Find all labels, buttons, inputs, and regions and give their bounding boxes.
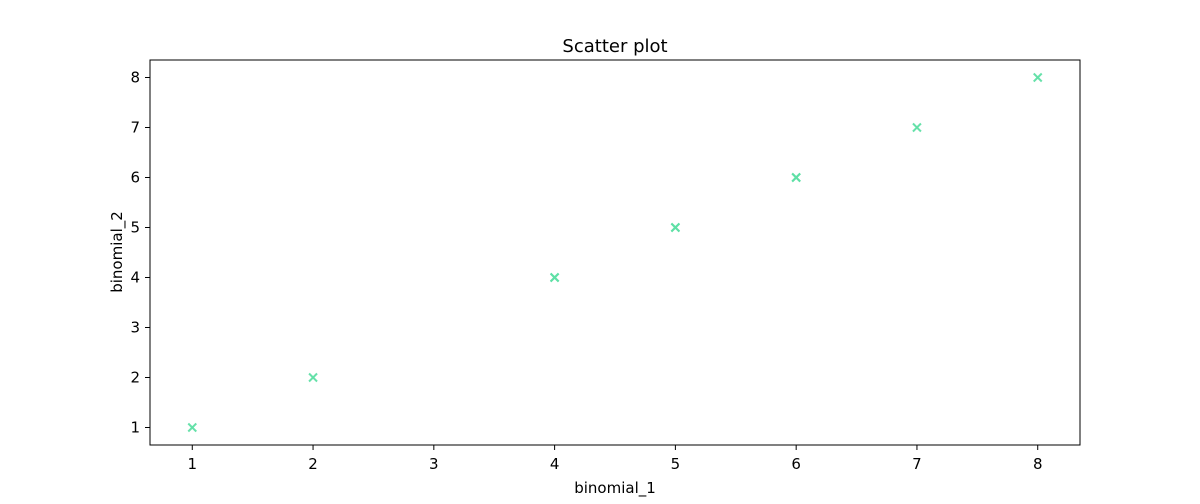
y-tick-label: 8 [130, 69, 140, 87]
scatter-point [187, 422, 197, 433]
y-tick-label: 3 [130, 319, 140, 337]
y-tick-label: 6 [130, 169, 140, 187]
x-axis-label: binomial_1 [574, 479, 656, 498]
x-tick-label: 6 [791, 455, 801, 473]
scatter-point [308, 372, 318, 383]
y-tick-label: 7 [130, 119, 140, 137]
y-tick-label: 2 [130, 369, 140, 387]
y-tick-label: 1 [130, 419, 140, 437]
x-tick-label: 8 [1033, 455, 1043, 473]
scatter-point [1033, 72, 1043, 83]
y-tick-label: 5 [130, 219, 140, 237]
scatter-point [670, 222, 681, 233]
x-tick-label: 7 [912, 455, 922, 473]
y-tick-label: 4 [130, 269, 140, 287]
y-axis-ticks: 1 2 3 4 5 6 7 8 [130, 69, 150, 437]
y-axis-label: binomial_2 [108, 211, 127, 293]
scatter-point [791, 172, 801, 183]
plot-area-frame [149, 59, 1081, 446]
x-tick-label: 2 [308, 455, 318, 473]
scatter-point [912, 122, 922, 133]
scatter-point [549, 272, 560, 283]
x-tick-label: 5 [671, 455, 681, 473]
x-tick-label: 1 [187, 455, 197, 473]
x-tick-label: 4 [550, 455, 560, 473]
scatter-points [187, 72, 1043, 433]
chart-title: Scatter plot [562, 36, 667, 57]
x-axis-ticks: 1 2 3 4 5 6 7 8 [187, 445, 1043, 473]
x-tick-label: 3 [429, 455, 439, 473]
